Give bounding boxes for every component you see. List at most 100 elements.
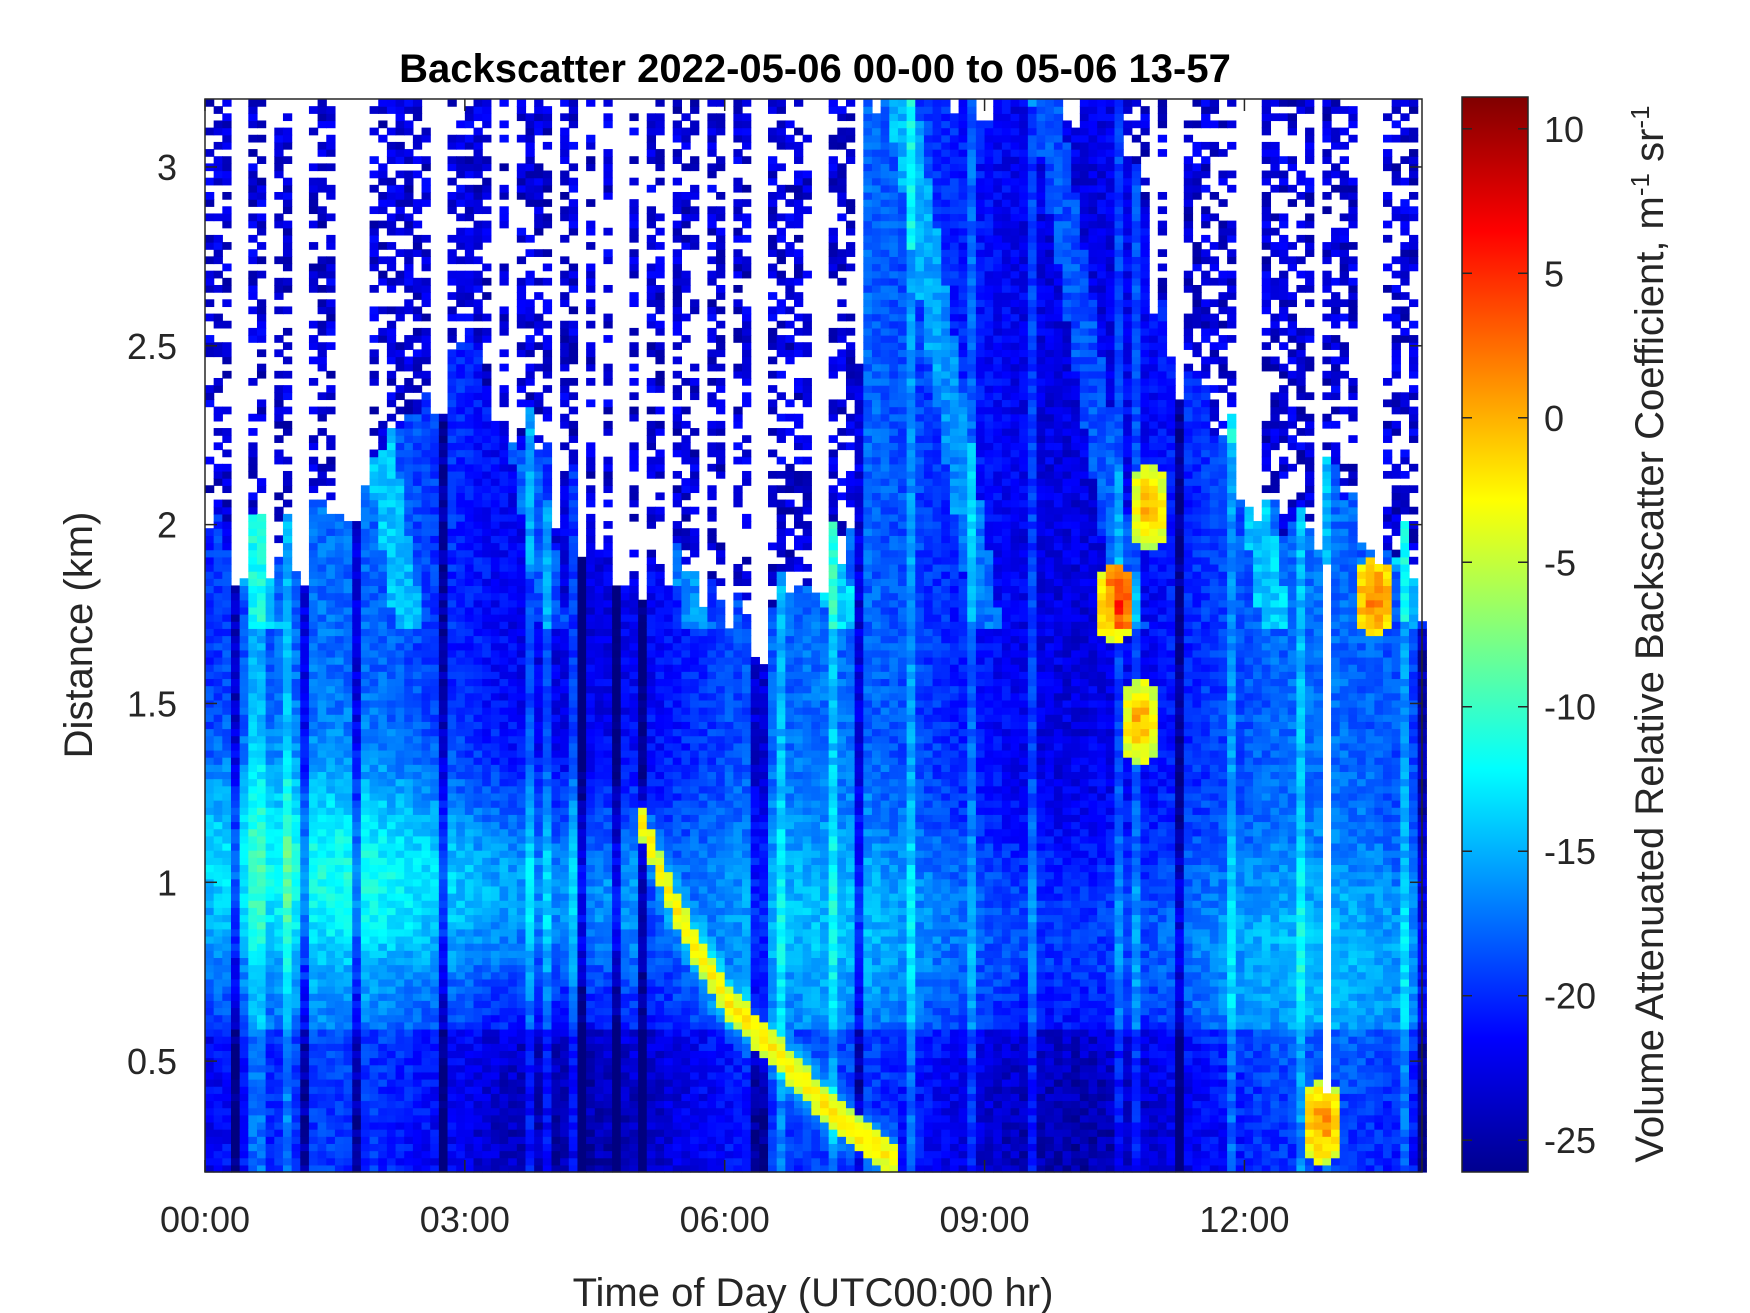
heatmap-cell xyxy=(421,492,431,501)
heatmap-cell xyxy=(482,263,492,272)
heatmap-cell xyxy=(404,485,414,494)
heatmap-cell xyxy=(525,342,535,350)
heatmap-cell xyxy=(308,1164,319,1173)
heatmap-cell xyxy=(525,563,535,572)
heatmap-cell xyxy=(499,864,509,873)
heatmap-cell xyxy=(534,1000,544,1009)
heatmap-cell xyxy=(447,642,457,651)
heatmap-cell xyxy=(551,1064,561,1073)
heatmap-cell xyxy=(317,1064,327,1073)
heatmap-cell xyxy=(482,592,492,601)
heatmap-cell xyxy=(421,399,431,408)
heatmap-cell xyxy=(473,542,483,551)
heatmap-cell xyxy=(421,1057,431,1066)
heatmap-cell xyxy=(308,1064,319,1073)
heatmap-cell xyxy=(274,699,284,708)
heatmap-cell xyxy=(447,943,457,951)
heatmap-cell xyxy=(308,270,319,279)
heatmap-cell xyxy=(404,1021,414,1030)
heatmap-cell xyxy=(230,1107,241,1116)
heatmap-cell xyxy=(378,842,388,851)
heatmap-cell xyxy=(213,571,223,579)
heatmap-cell xyxy=(222,578,232,587)
heatmap-cell xyxy=(534,971,544,980)
heatmap-cell xyxy=(352,692,362,701)
heatmap-cell xyxy=(213,921,223,930)
heatmap-cell xyxy=(395,435,405,443)
heatmap-cell xyxy=(343,964,353,973)
heatmap-cell xyxy=(568,585,579,594)
heatmap-cell xyxy=(317,842,327,851)
heatmap-cell xyxy=(542,413,553,422)
heatmap-cell xyxy=(317,678,327,687)
heatmap-cell xyxy=(369,871,379,880)
heatmap-cell xyxy=(473,478,483,486)
heatmap-cell xyxy=(213,1071,223,1080)
heatmap-cell xyxy=(447,463,457,472)
heatmap-cell xyxy=(499,692,509,701)
heatmap-cell xyxy=(430,1129,440,1137)
heatmap-cell xyxy=(568,828,579,837)
heatmap-cell xyxy=(560,191,570,200)
heatmap-cell xyxy=(326,893,336,901)
heatmap-cell xyxy=(282,356,293,365)
heatmap-cell xyxy=(551,978,561,987)
heatmap-cell xyxy=(386,349,397,358)
heatmap-cell xyxy=(438,1150,449,1159)
heatmap-cell xyxy=(360,685,371,694)
heatmap-cell xyxy=(525,964,535,973)
heatmap-cell xyxy=(421,499,431,508)
heatmap-cell xyxy=(525,163,535,172)
heatmap-cell xyxy=(473,864,483,873)
heatmap-cell xyxy=(352,664,362,672)
heatmap-cell xyxy=(421,449,431,458)
heatmap-cell xyxy=(490,628,501,637)
heatmap-cell xyxy=(447,871,457,880)
heatmap-cell xyxy=(239,1086,249,1094)
heatmap-cell xyxy=(386,1136,397,1144)
heatmap-cell xyxy=(473,671,483,680)
heatmap-cell xyxy=(352,614,362,622)
heatmap-cell xyxy=(404,528,414,536)
heatmap-cell xyxy=(386,692,397,701)
heatmap-cell xyxy=(213,971,223,980)
heatmap-cell xyxy=(490,1050,501,1059)
heatmap-cell xyxy=(395,921,405,930)
heatmap-cell xyxy=(352,835,362,844)
heatmap-cell xyxy=(230,778,241,787)
heatmap-cell xyxy=(386,800,397,808)
heatmap-cell xyxy=(274,671,284,680)
heatmap-cell xyxy=(395,871,405,880)
heatmap-cell xyxy=(534,1079,544,1087)
heatmap-cell xyxy=(412,628,423,637)
heatmap-cell xyxy=(560,149,570,157)
heatmap-cell xyxy=(464,606,475,615)
heatmap-cell xyxy=(369,842,379,851)
heatmap-cell xyxy=(369,735,379,744)
heatmap-cell xyxy=(568,1000,579,1009)
heatmap-cell xyxy=(308,184,319,193)
heatmap-cell xyxy=(412,678,423,687)
heatmap-cell xyxy=(560,363,570,372)
heatmap-cell xyxy=(473,1093,483,1102)
heatmap-cell xyxy=(248,1079,258,1087)
heatmap-cell xyxy=(308,986,319,994)
heatmap-cell xyxy=(248,950,258,958)
heatmap-cell xyxy=(248,1014,258,1023)
heatmap-cell xyxy=(421,442,431,451)
heatmap-cell xyxy=(369,428,379,436)
heatmap-cell xyxy=(334,950,345,958)
heatmap-cell xyxy=(430,585,440,594)
heatmap-cell xyxy=(525,492,535,501)
heatmap-cell xyxy=(334,1143,345,1152)
heatmap-cell xyxy=(508,742,518,751)
heatmap-cell xyxy=(352,957,362,966)
heatmap-cell xyxy=(456,449,466,458)
heatmap-cell xyxy=(222,1086,232,1094)
heatmap-cell xyxy=(508,943,518,951)
heatmap-cell xyxy=(412,456,423,465)
heatmap-cell xyxy=(282,177,293,186)
heatmap-cell xyxy=(205,1100,215,1109)
heatmap-cell xyxy=(560,685,570,694)
heatmap-cell xyxy=(213,242,223,250)
